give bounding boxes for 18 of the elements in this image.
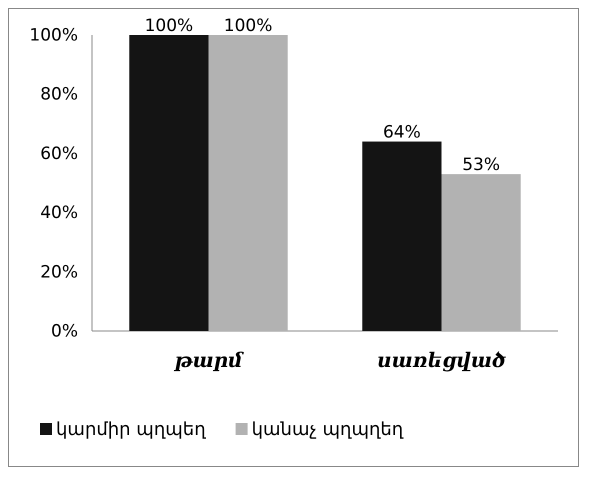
y-tick-label: 100% bbox=[29, 25, 78, 46]
bar bbox=[208, 35, 288, 331]
y-tick-label: 0% bbox=[51, 321, 78, 342]
data-label: 100% bbox=[144, 16, 194, 36]
legend-label: կարմիր պղպեղ bbox=[56, 419, 206, 440]
y-tick-label: 80% bbox=[40, 84, 78, 105]
bar bbox=[362, 142, 442, 331]
x-tick-label: թարմ bbox=[173, 348, 244, 372]
bar bbox=[129, 35, 208, 331]
y-tick-label: 40% bbox=[40, 203, 78, 224]
data-label: 53% bbox=[462, 155, 500, 176]
data-label: 64% bbox=[382, 122, 421, 143]
y-tick-label: 20% bbox=[40, 262, 78, 282]
bar bbox=[442, 174, 521, 331]
x-tick-label: սառեցված bbox=[377, 348, 506, 372]
y-tick-label: 60% bbox=[40, 144, 78, 164]
legend-label: կանաչ պղպղեղ bbox=[252, 419, 404, 440]
data-label: 100% bbox=[224, 16, 272, 36]
